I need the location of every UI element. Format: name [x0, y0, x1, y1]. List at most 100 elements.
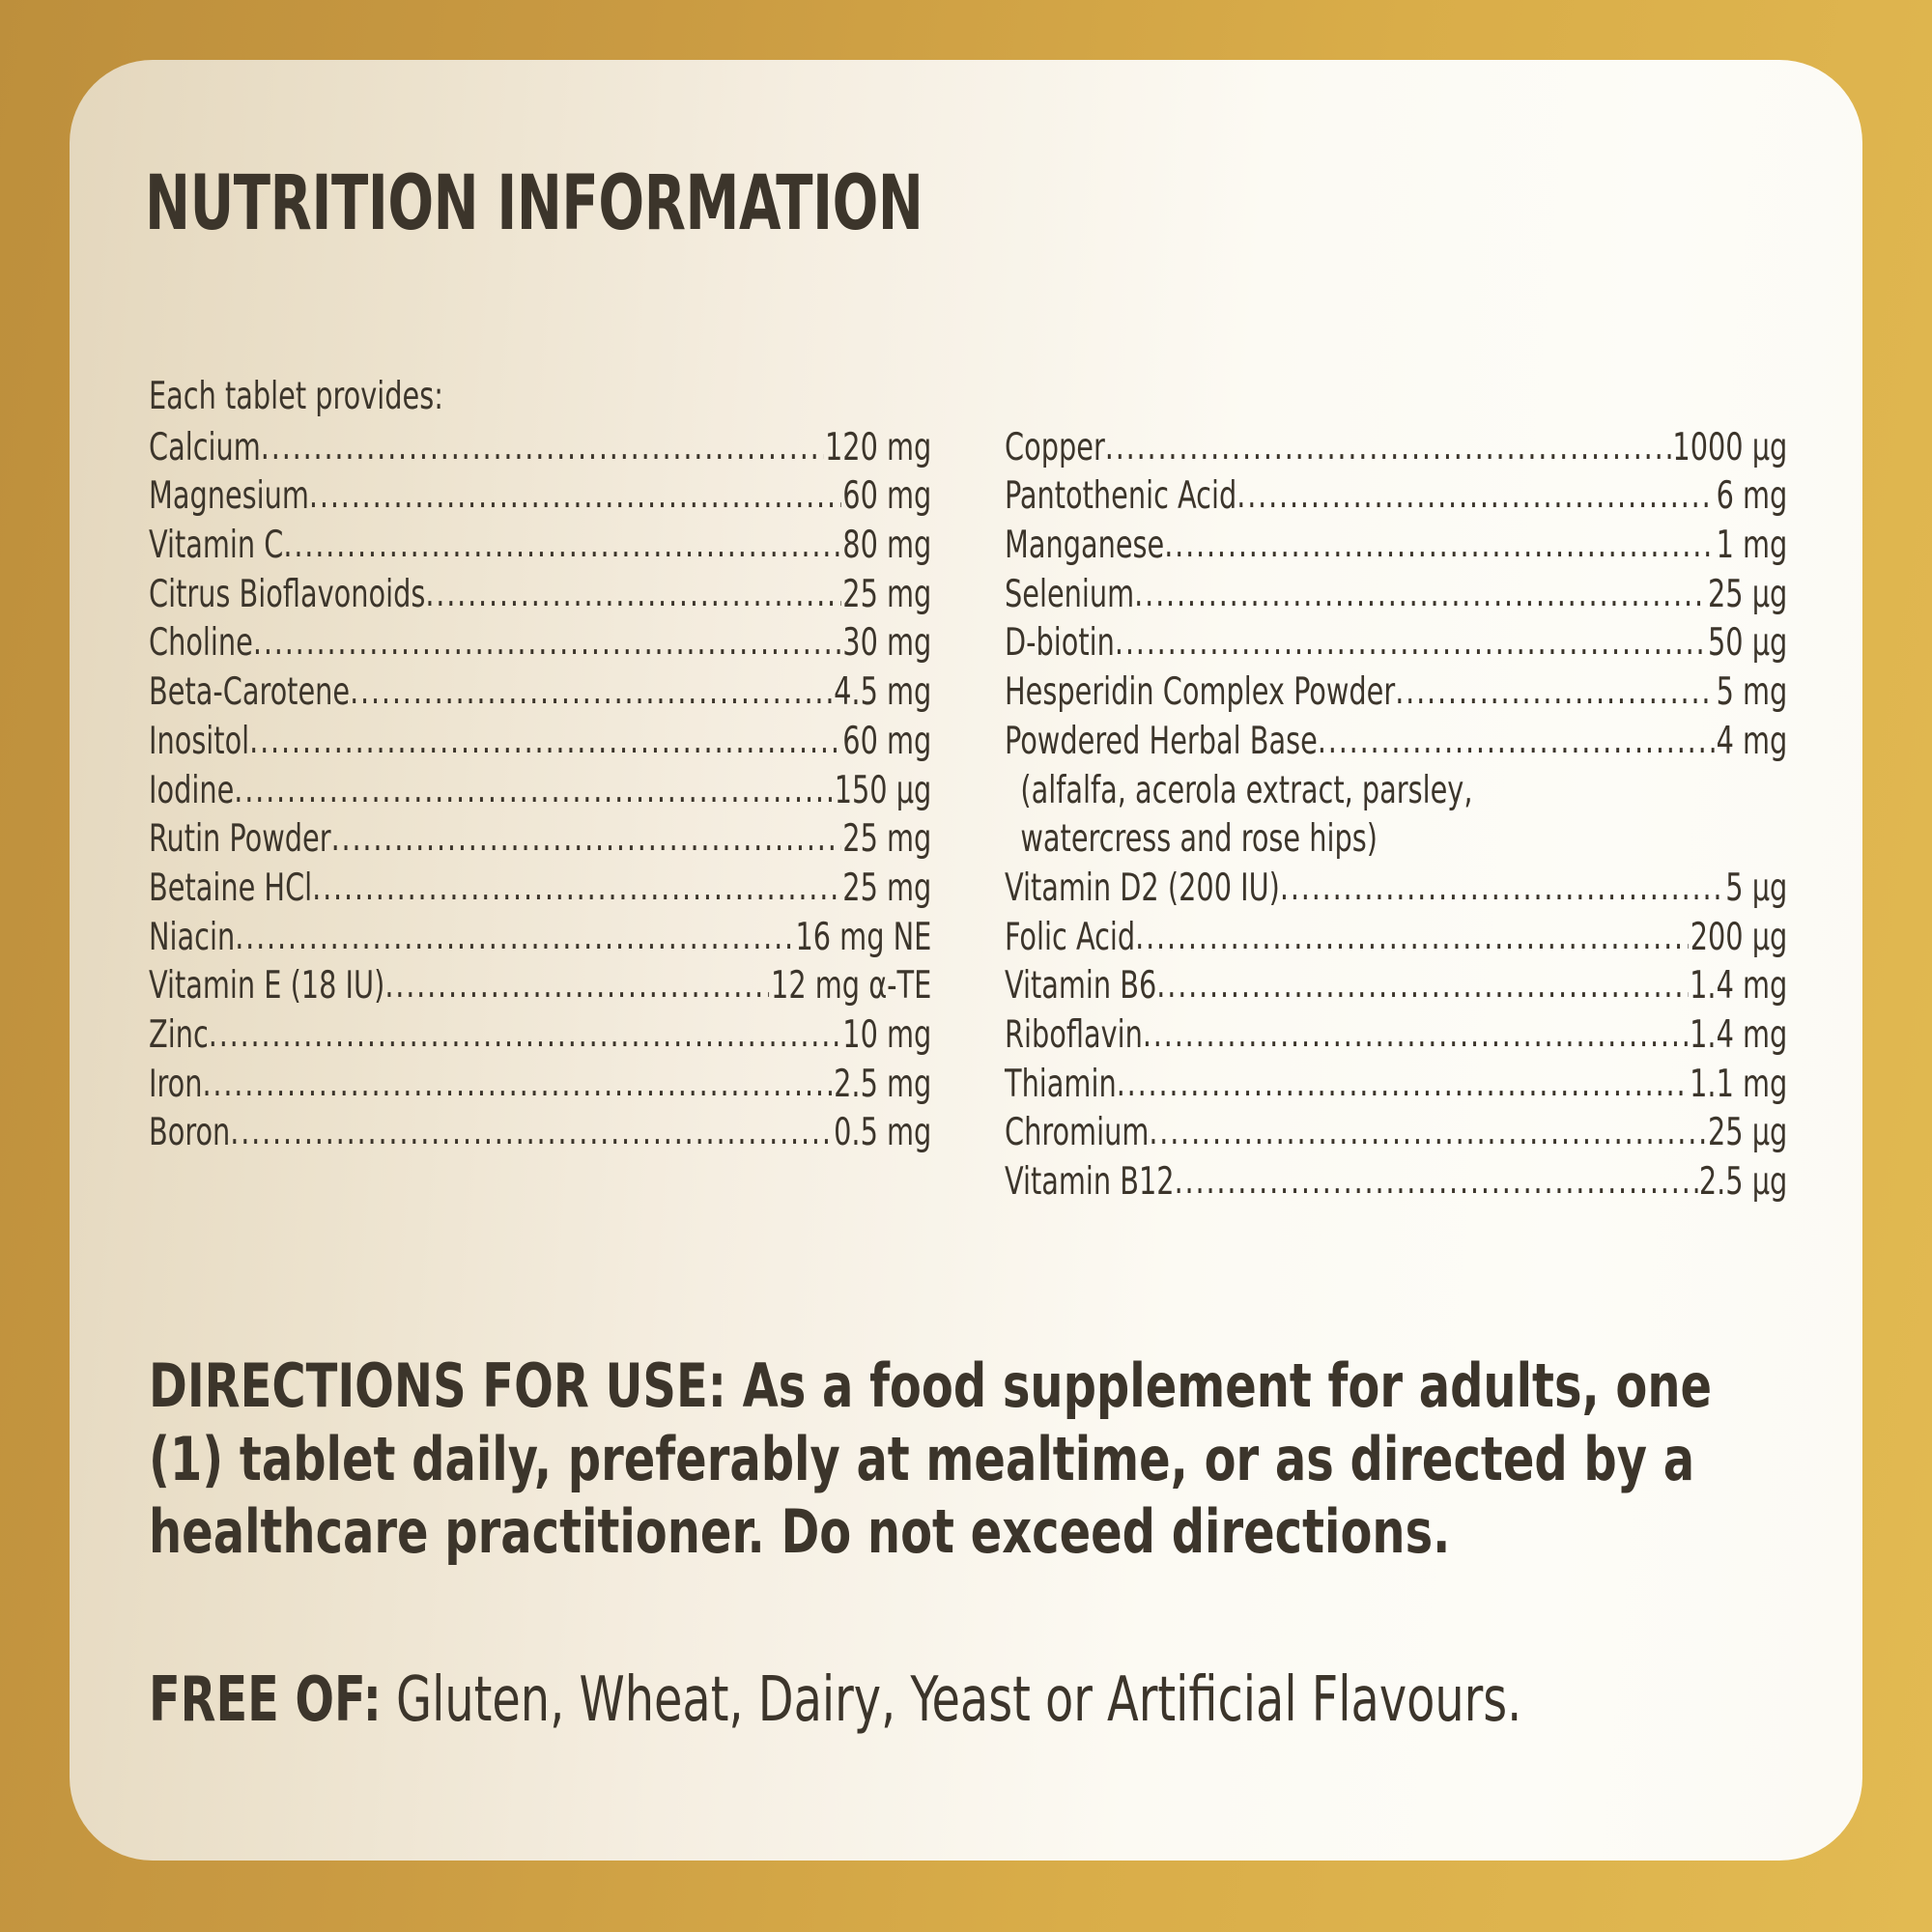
- dot-leader: ........................................…: [1116, 1061, 1689, 1105]
- free-of-statement: FREE OF: Gluten, Wheat, Dairy, Yeast or …: [149, 1664, 1521, 1737]
- nutrient-row: Calcium.................................…: [149, 424, 931, 473]
- nutrient-column-right: Copper..................................…: [1005, 373, 1787, 1208]
- dot-leader: ........................................…: [1317, 718, 1715, 762]
- nutrient-name: Zinc: [149, 1012, 209, 1057]
- dot-leader: ........................................…: [230, 1110, 833, 1154]
- nutrient-name: Vitamin B6: [1005, 964, 1157, 1009]
- label-content: NUTRITION INFORMATION Each tablet provid…: [145, 166, 1804, 1822]
- nutrient-value: 120 mg: [824, 425, 932, 469]
- nutrient-row: Boron...................................…: [149, 1109, 931, 1158]
- nutrient-column-left: Each tablet provides: Calcium...........…: [149, 373, 931, 1208]
- directions-for-use: DIRECTIONS FOR USE: As a food supplement…: [149, 1350, 1744, 1569]
- dot-leader: ........................................…: [1142, 1011, 1689, 1056]
- nutrient-value: 2.5 µg: [1698, 1160, 1788, 1204]
- dot-leader: ........................................…: [308, 473, 841, 518]
- nutrient-row: Vitamin E (18 IU).......................…: [149, 962, 931, 1011]
- nutrient-name: Citrus Bioflavonoids: [149, 572, 426, 616]
- nutrient-row: Inositol................................…: [149, 718, 931, 767]
- nutrient-row: Choline.................................…: [149, 619, 931, 668]
- nutrient-value: 150 µg: [834, 768, 932, 812]
- nutrient-name: Choline: [149, 621, 253, 666]
- dot-leader: ........................................…: [384, 963, 770, 1008]
- nutrient-name: Selenium: [1005, 572, 1135, 616]
- nutrient-value: 10 mg: [842, 1012, 932, 1057]
- nutrient-name: Niacin: [149, 915, 236, 959]
- nutrient-value: 80 mg: [842, 524, 932, 568]
- nutrient-row: Magnesium...............................…: [149, 472, 931, 522]
- nutrient-row: Folic Acid..............................…: [1005, 914, 1787, 963]
- nutrient-name: Chromium: [1005, 1111, 1150, 1155]
- nutrient-row: Vitamin D2 (200 IU) ....................…: [1005, 865, 1787, 914]
- dot-leader: ........................................…: [425, 571, 841, 615]
- free-of-label: FREE OF:: [149, 1664, 382, 1736]
- nutrient-name: Boron: [149, 1111, 231, 1155]
- nutrient-value: 1 mg: [1716, 524, 1788, 568]
- nutrient-row: Betaine HCl.............................…: [149, 865, 931, 914]
- dot-leader: ........................................…: [1174, 1159, 1698, 1203]
- nutrient-value: 6 mg: [1716, 474, 1788, 519]
- nutrient-name: Pantothenic Acid: [1005, 474, 1237, 519]
- nutrient-row: Citrus Bioflavonoids....................…: [149, 571, 931, 620]
- nutrient-value: 0.5 mg: [834, 1111, 932, 1155]
- nutrient-value: 25 mg: [842, 866, 932, 910]
- dot-leader: ........................................…: [1395, 669, 1715, 714]
- each-tablet-provides-heading: Each tablet provides:: [149, 375, 443, 418]
- dot-leader: ........................................…: [1135, 914, 1689, 958]
- dot-leader: ........................................…: [330, 816, 841, 861]
- nutrient-value: 16 mg NE: [795, 915, 932, 959]
- nutrient-row: Chromium................................…: [1005, 1109, 1787, 1158]
- dot-leader: ........................................…: [312, 865, 841, 909]
- nutrient-value: 5 µg: [1725, 866, 1788, 910]
- nutrient-value: 25 µg: [1707, 1111, 1788, 1155]
- nutrient-value: 25 µg: [1707, 572, 1788, 616]
- nutrient-name: Vitamin B12: [1005, 1160, 1175, 1204]
- nutrient-row: Beta-Carotene...........................…: [149, 668, 931, 718]
- dot-leader: ........................................…: [202, 1061, 833, 1105]
- dot-leader: ........................................…: [1149, 1110, 1706, 1154]
- nutrient-row: Iodine..................................…: [149, 767, 931, 816]
- dot-leader: ........................................…: [260, 424, 824, 469]
- nutrient-name: Rutin Powder: [149, 817, 331, 862]
- nutrient-name: D-biotin: [1005, 621, 1115, 666]
- nutrient-value: 1.1 mg: [1690, 1062, 1788, 1106]
- nutrient-row: Vitamin B6..............................…: [1005, 962, 1787, 1011]
- directions-body: As a food supplement for adults, one (1)…: [149, 1350, 1713, 1568]
- nutrient-name: Hesperidin Complex Powder: [1005, 670, 1396, 715]
- dot-leader: ........................................…: [1236, 473, 1715, 518]
- nutrient-sub-row: watercress and rose hips): [1020, 817, 1378, 862]
- nutrient-name: Riboflavin: [1005, 1012, 1143, 1057]
- nutrient-value: 60 mg: [842, 719, 932, 763]
- nutrient-value: 5 mg: [1716, 670, 1788, 715]
- nutrient-name: Vitamin E (18 IU): [149, 964, 385, 1009]
- nutrient-name: Manganese: [1005, 524, 1165, 568]
- dot-leader: ........................................…: [208, 1011, 841, 1056]
- dot-leader: ........................................…: [1164, 523, 1715, 567]
- free-of-body-space: [382, 1664, 396, 1736]
- nutrient-value: 25 mg: [842, 817, 932, 862]
- nutrient-name: Iron: [149, 1062, 203, 1106]
- label-panel: NUTRITION INFORMATION Each tablet provid…: [70, 60, 1862, 1861]
- nutrient-value: 200 µg: [1690, 915, 1788, 959]
- nutrient-value: 12 mg α-TE: [771, 964, 932, 1009]
- nutrient-row: Thiamin.................................…: [1005, 1061, 1787, 1110]
- nutrient-value: 4.5 mg: [834, 670, 932, 715]
- dot-leader: ........................................…: [1279, 865, 1724, 909]
- dot-leader: ........................................…: [1114, 620, 1707, 665]
- dot-leader: ........................................…: [252, 620, 841, 665]
- dot-leader: ........................................…: [249, 718, 841, 762]
- nutrient-value: 50 µg: [1707, 621, 1788, 666]
- right-column-spacer: [1005, 373, 1787, 422]
- dot-leader: ........................................…: [1156, 963, 1688, 1008]
- nutrient-table: Each tablet provides: Calcium...........…: [149, 373, 1804, 1208]
- nutrient-value: 30 mg: [842, 621, 932, 666]
- nutrient-value: 1.4 mg: [1690, 1012, 1788, 1057]
- nutrient-name: Magnesium: [149, 474, 309, 519]
- nutrient-row: Zinc....................................…: [149, 1011, 931, 1061]
- nutrient-row: Manganese...............................…: [1005, 522, 1787, 571]
- page-title: NUTRITION INFORMATION: [145, 160, 923, 247]
- nutrient-row: Copper..................................…: [1005, 424, 1787, 473]
- dot-leader: ........................................…: [234, 767, 833, 811]
- nutrient-row: D-biotin................................…: [1005, 619, 1787, 668]
- nutrient-row: Riboflavin..............................…: [1005, 1011, 1787, 1061]
- dot-leader: ........................................…: [283, 523, 840, 567]
